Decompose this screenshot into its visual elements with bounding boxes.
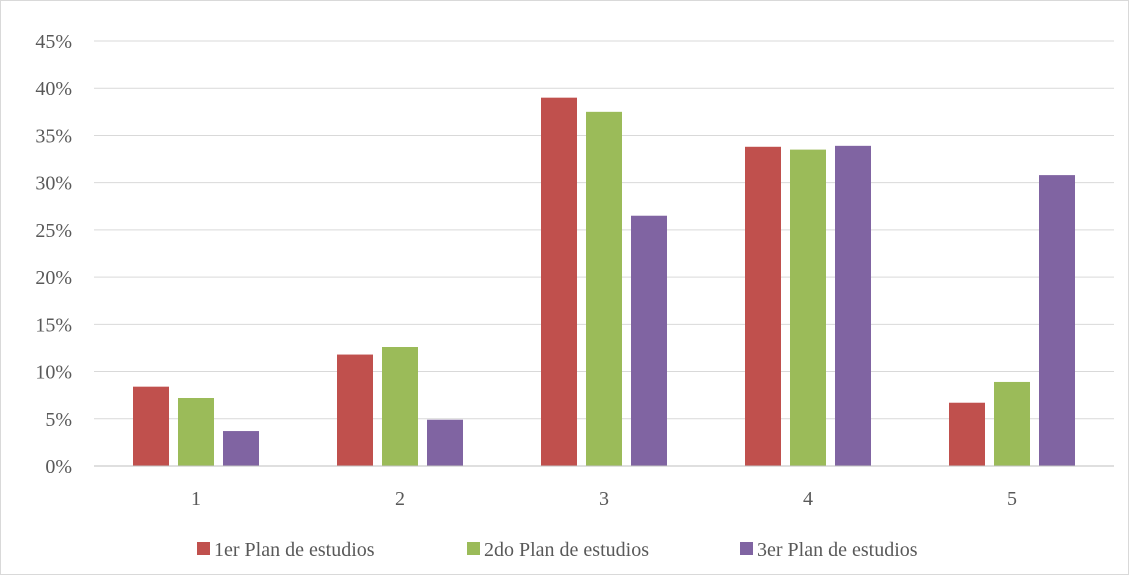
legend-swatch <box>197 542 210 555</box>
bar <box>337 355 373 466</box>
bar <box>586 112 622 466</box>
y-tick-label: 20% <box>35 267 72 289</box>
legend-swatch <box>467 542 480 555</box>
bar <box>541 98 577 466</box>
x-tick-label: 4 <box>803 488 813 510</box>
bar <box>994 382 1030 466</box>
x-tick-label: 1 <box>191 488 201 510</box>
bar <box>631 216 667 466</box>
legend: 1er Plan de estudios 2do Plan de estudios… <box>197 539 918 561</box>
y-tick-label: 0% <box>45 456 72 478</box>
y-tick-label: 30% <box>35 173 72 195</box>
y-tick-label: 25% <box>35 220 72 242</box>
bar <box>790 150 826 466</box>
y-tick-label: 35% <box>35 125 72 147</box>
bar <box>133 387 169 466</box>
legend-label: 2do Plan de estudios <box>484 539 649 561</box>
y-tick-label: 40% <box>35 78 72 100</box>
bar <box>382 347 418 466</box>
bar <box>427 420 463 466</box>
bar <box>223 431 259 466</box>
bars <box>133 98 1075 466</box>
legend-label: 1er Plan de estudios <box>214 539 375 561</box>
x-tick-label: 5 <box>1007 488 1017 510</box>
bar <box>1039 175 1075 466</box>
bar <box>745 147 781 466</box>
bar <box>949 403 985 466</box>
y-tick-label: 45% <box>35 31 72 53</box>
y-tick-label: 10% <box>35 362 72 384</box>
y-tick-label: 15% <box>35 314 72 336</box>
bar <box>178 398 214 466</box>
legend-swatch <box>740 542 753 555</box>
x-tick-label: 3 <box>599 488 609 510</box>
legend-label: 3er Plan de estudios <box>757 539 918 561</box>
bar <box>835 146 871 466</box>
x-tick-label: 2 <box>395 488 405 510</box>
y-tick-label: 5% <box>45 409 72 431</box>
